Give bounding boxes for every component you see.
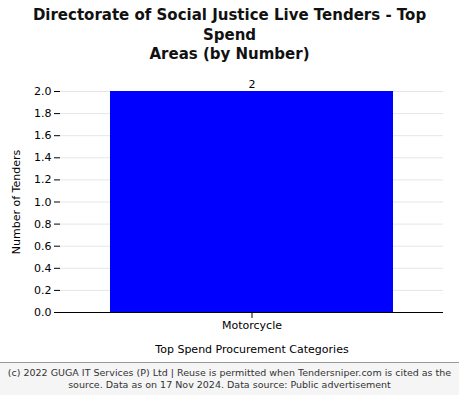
svg-text:2.0: 2.0 — [34, 85, 52, 98]
svg-text:1.0: 1.0 — [34, 195, 52, 208]
html-text:(c) 2022 GUGA IT Services (P): (c) 2022 GUGA IT Services (P) Ltd | Reus… — [7, 366, 452, 390]
svg-text:0.6: 0.6 — [34, 239, 52, 252]
svg-text:0.8: 0.8 — [34, 217, 52, 230]
svg-text:Number of Tenders: Number of Tenders — [10, 149, 23, 254]
svg-text:1.4: 1.4 — [34, 151, 52, 164]
svg-text:1.6: 1.6 — [34, 129, 52, 142]
svg-text:0.0: 0.0 — [34, 306, 52, 319]
svg-text:2: 2 — [249, 78, 256, 91]
svg-text:0.4: 0.4 — [34, 261, 52, 274]
svg-text:Motorcycle: Motorcycle — [222, 319, 282, 332]
svg-text:Top Spend Procurement Categori: Top Spend Procurement Categories — [154, 342, 349, 355]
svg-text:1.2: 1.2 — [34, 173, 52, 186]
html-text:Directorate of Social Justice: Directorate of Social Justice Live Tende… — [32, 6, 427, 63]
svg-text:1.8: 1.8 — [34, 107, 52, 120]
svg-text:0.2: 0.2 — [34, 283, 52, 296]
